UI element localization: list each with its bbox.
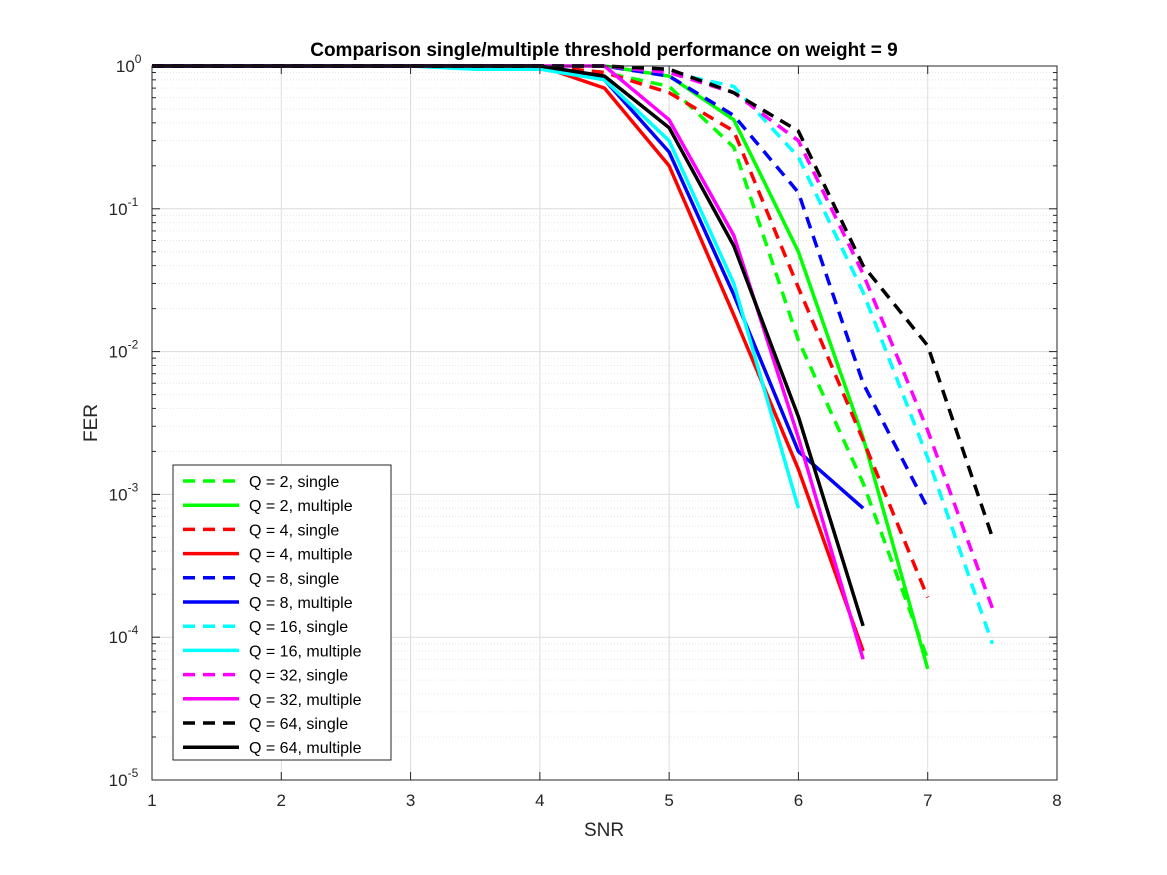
y-tick-label-base: 10: [109, 771, 128, 790]
legend-label: Q = 8, single: [249, 571, 339, 588]
legend-label: Q = 8, multiple: [249, 595, 353, 612]
x-tick-label: 1: [147, 791, 156, 810]
legend-label: Q = 4, single: [249, 522, 339, 539]
legend-item: Q = 2, multiple: [183, 498, 353, 515]
y-tick-label-exponent: -5: [128, 766, 139, 780]
chart-title: Comparison single/multiple threshold per…: [310, 40, 898, 61]
y-tick-label: 10 0: [116, 52, 142, 76]
legend-label: Q = 32, single: [249, 668, 348, 685]
y-tick-label: 10 -5: [109, 766, 139, 790]
y-tick-label: 10 -1: [109, 195, 139, 219]
legend-item: Q = 4, multiple: [183, 547, 353, 564]
legend-item: Q = 64, single: [183, 716, 348, 733]
legend-label: Q = 2, multiple: [249, 498, 353, 515]
legend-item: Q = 4, single: [183, 522, 339, 539]
legend-item: Q = 16, single: [183, 619, 348, 636]
y-tick-label: 10 -4: [109, 623, 139, 647]
y-tick-label-base: 10: [109, 485, 128, 504]
y-tick-label-exponent: -3: [128, 480, 139, 494]
legend-items: Q = 2, single Q = 2, multiple Q = 4, singl…: [183, 474, 362, 757]
axis-ticks: [151, 65, 1058, 781]
x-axis-label: SNR: [584, 820, 624, 841]
legend-item: Q = 64, multiple: [183, 740, 362, 757]
y-tick-label-base: 10: [116, 57, 135, 76]
legend-item: Q = 8, single: [183, 571, 339, 588]
x-tick-label: 6: [794, 791, 803, 810]
y-tick-label-exponent: -2: [128, 338, 139, 352]
x-tick-labels: 1 2 3 4 5 6 7 8: [147, 791, 1061, 810]
legend: Q = 2, single Q = 2, multiple Q = 4, singl…: [172, 464, 392, 761]
legend-label: Q = 4, multiple: [249, 547, 353, 564]
plot-frame: [151, 65, 1058, 781]
y-axis-label: FER: [81, 404, 102, 442]
y-tick-label-exponent: -4: [128, 623, 139, 637]
legend-item: Q = 2, single: [183, 474, 339, 491]
legend-item: Q = 32, multiple: [183, 692, 362, 709]
legend-label: Q = 16, single: [249, 619, 348, 636]
y-tick-label: 10 -3: [109, 480, 139, 504]
y-tick-label-base: 10: [109, 628, 128, 647]
x-tick-label: 4: [535, 791, 544, 810]
legend-item: Q = 32, single: [183, 668, 348, 685]
plot-area: [151, 64, 1058, 781]
legend-label: Q = 32, multiple: [249, 692, 362, 709]
y-tick-label-exponent: 0: [135, 52, 142, 66]
y-tick-label-exponent: -1: [128, 195, 139, 209]
x-tick-label: 3: [406, 791, 415, 810]
legend-box: [172, 464, 392, 761]
legend-item: Q = 8, multiple: [183, 595, 353, 612]
x-tick-label: 8: [1052, 791, 1061, 810]
legend-item: Q = 16, multiple: [183, 643, 362, 660]
x-tick-label: 5: [664, 791, 673, 810]
x-tick-label: 2: [277, 791, 286, 810]
legend-label: Q = 2, single: [249, 474, 339, 491]
y-tick-label-base: 10: [109, 343, 128, 362]
legend-label: Q = 64, multiple: [249, 740, 362, 757]
legend-label: Q = 64, single: [249, 716, 348, 733]
legend-label: Q = 16, multiple: [249, 643, 362, 660]
y-tick-label: 10 -2: [109, 338, 139, 362]
y-tick-label-base: 10: [109, 200, 128, 219]
x-tick-label: 7: [923, 791, 932, 810]
